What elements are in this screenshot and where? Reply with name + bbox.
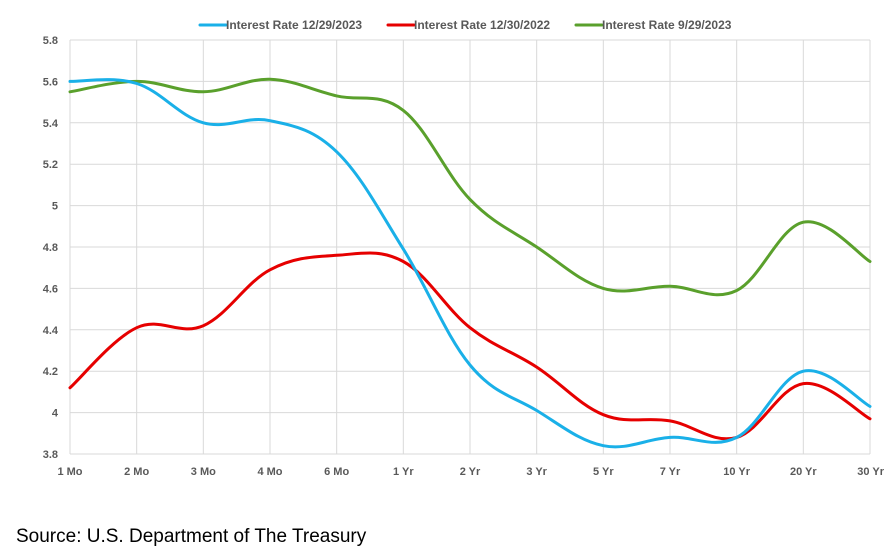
x-tick-label: 2 Mo — [124, 466, 149, 478]
legend: Interest Rate 12/29/2023 Interest Rate 12… — [198, 18, 732, 32]
y-tick-label: 4.8 — [43, 242, 58, 254]
x-tick-label: 20 Yr — [790, 466, 817, 478]
line-chart: 3.8 4 4.2 4.4 4.6 4.8 5 5.2 5.4 5.6 5.8 1 Mo 2 Mo 3 … — [43, 18, 885, 478]
legend-label: Interest Rate 9/29/2023 — [602, 18, 732, 32]
y-tick-label: 5.6 — [43, 76, 58, 88]
y-tick-label: 4 — [52, 408, 59, 420]
gridlines — [69, 39, 871, 455]
x-tick-label: 3 Yr — [526, 466, 547, 478]
series-line-2 — [68, 77, 872, 297]
y-tick-label: 5.2 — [43, 159, 58, 171]
legend-label: Interest Rate 12/29/2023 — [226, 18, 362, 32]
y-tick-label: 4.6 — [43, 283, 58, 295]
series-line-0 — [68, 78, 872, 449]
y-tick-label: 4.4 — [43, 325, 59, 337]
x-tick-label: 5 Yr — [593, 466, 614, 478]
x-tick-label: 7 Yr — [660, 466, 681, 478]
y-tick-label: 5.4 — [43, 118, 59, 130]
y-tick-label: 3.8 — [43, 449, 58, 461]
x-axis-tick-labels: 1 Mo 2 Mo 3 Mo 4 Mo 6 Mo 1 Yr 2 Yr 3 Yr 5 Yr 7 Yr… — [57, 466, 884, 478]
x-tick-label: 1 Yr — [393, 466, 414, 478]
x-tick-label: 2 Yr — [460, 466, 481, 478]
legend-label: Interest Rate 12/30/2022 — [414, 18, 550, 32]
source-note: Source: U.S. Department of The Treasury — [16, 526, 367, 547]
x-tick-label: 6 Mo — [324, 466, 349, 478]
x-tick-label: 1 Mo — [57, 466, 82, 478]
x-tick-label: 10 Yr — [723, 466, 750, 478]
series-lines — [68, 77, 872, 449]
y-tick-label: 4.2 — [43, 366, 58, 378]
y-tick-label: 5 — [52, 201, 58, 213]
y-tick-label: 5.8 — [43, 35, 58, 47]
x-tick-label: 30 Yr — [857, 466, 884, 478]
y-axis-tick-labels: 3.8 4 4.2 4.4 4.6 4.8 5 5.2 5.4 5.6 5.8 — [43, 35, 59, 461]
x-tick-label: 4 Mo — [257, 466, 282, 478]
x-tick-label: 3 Mo — [191, 466, 216, 478]
